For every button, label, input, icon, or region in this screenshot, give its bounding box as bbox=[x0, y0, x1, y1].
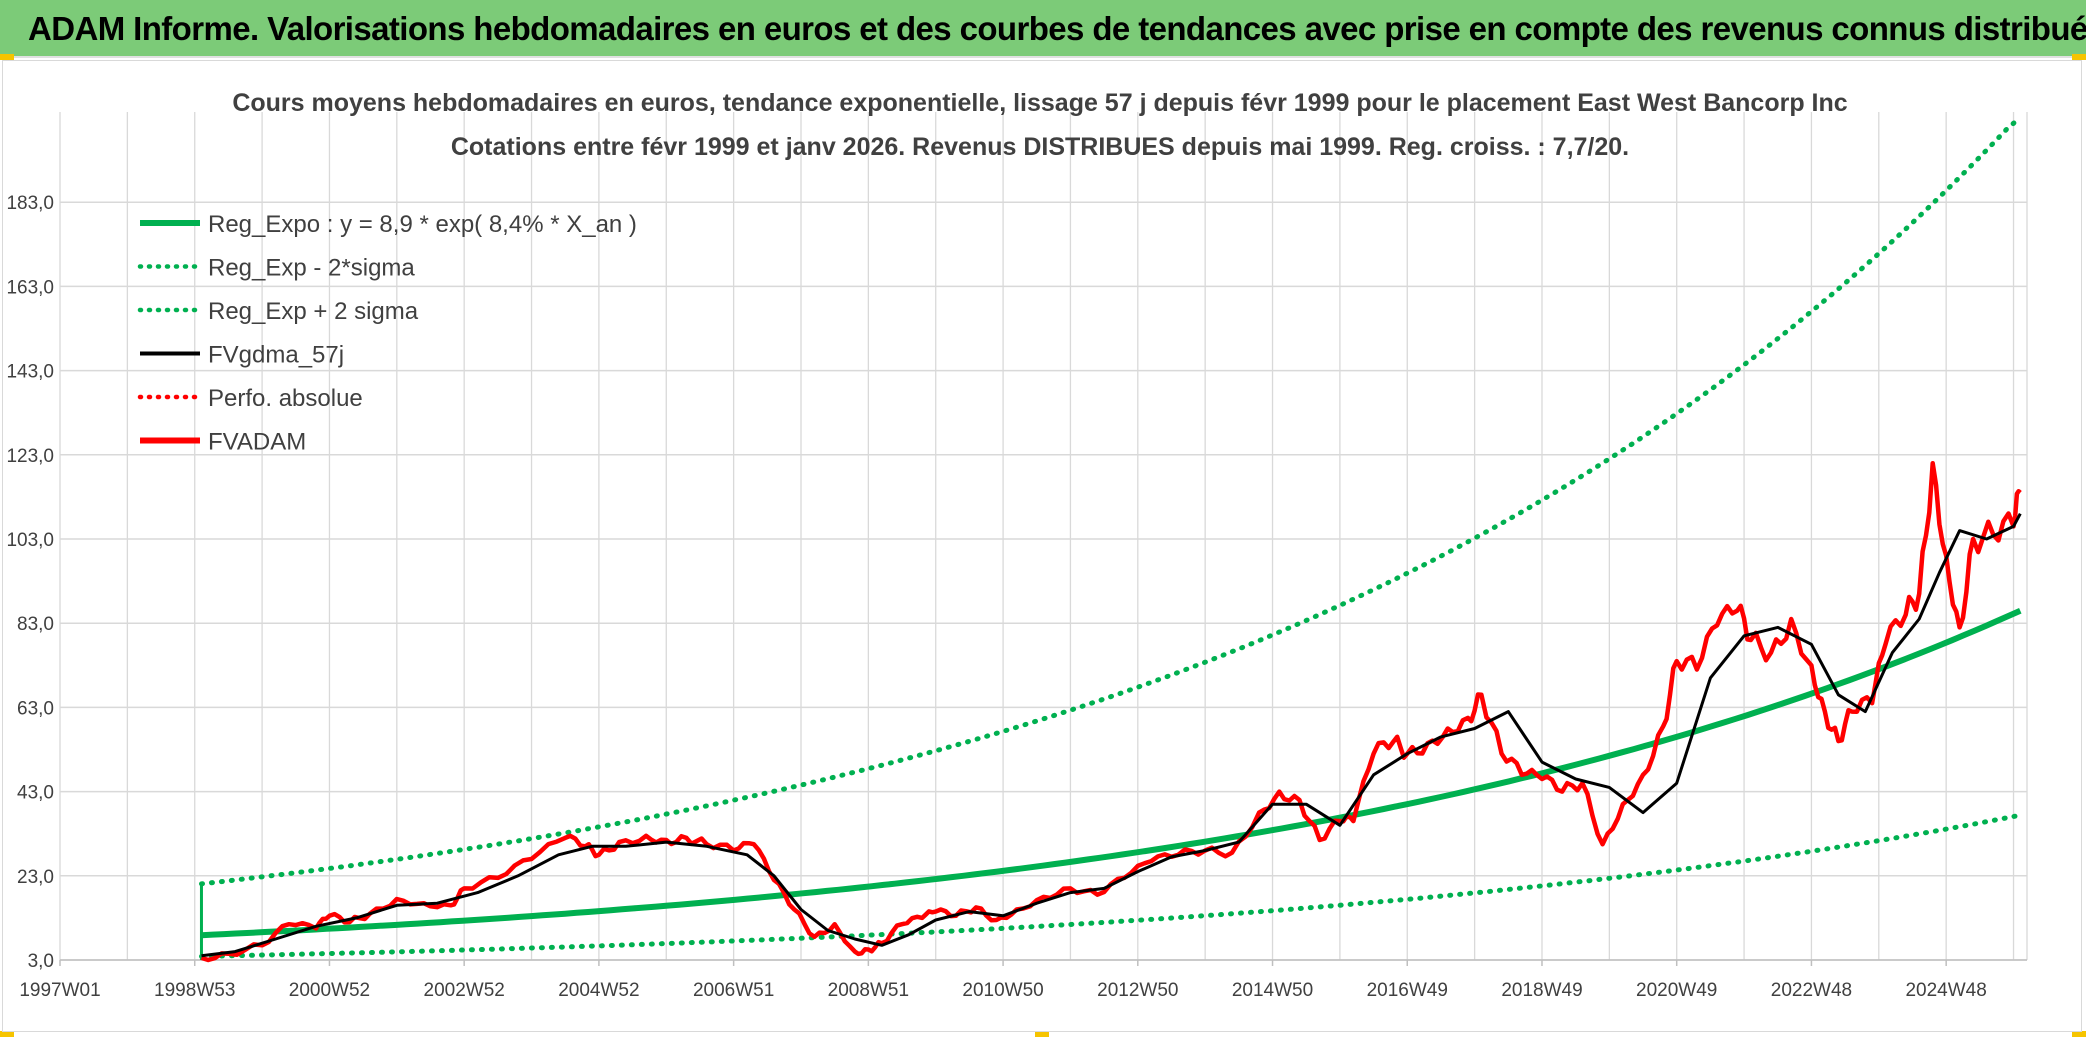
series-reg-exp-plus-2sigma bbox=[199, 115, 2023, 887]
corner-mark-bottom-left bbox=[0, 1031, 14, 1037]
corner-mark-bottom-right bbox=[2072, 1031, 2086, 1037]
axis-layer: 3,0 23,0 43,0 63,0 83,0 103,0 123,0 143,0 163,0 1… bbox=[6, 193, 2027, 1001]
y-tick-label: 123,0 bbox=[6, 446, 54, 467]
legend-label: FVgdma_57j bbox=[208, 342, 344, 369]
chart-frame bbox=[2, 60, 2082, 1032]
series-reg-expo bbox=[201, 607, 2022, 939]
corner-mark-top-left bbox=[0, 54, 14, 60]
grid-layer bbox=[59, 112, 2028, 961]
y-tick-label: 23,0 bbox=[17, 867, 54, 888]
x-tick-label: 2010W50 bbox=[962, 980, 1043, 1001]
series-reg-exp-minus-2sigma bbox=[199, 812, 2023, 959]
y-tick-label: 103,0 bbox=[6, 530, 54, 551]
x-tick-label: 2018W49 bbox=[1501, 980, 1582, 1001]
y-tick-label: 3,0 bbox=[28, 951, 54, 972]
y-tick-label: 43,0 bbox=[17, 783, 54, 804]
x-tick-label: 2016W49 bbox=[1367, 980, 1448, 1001]
x-tick-label: 2012W50 bbox=[1097, 980, 1178, 1001]
x-tick-label: 2000W52 bbox=[289, 980, 370, 1001]
chart-title: Cours moyens hebdomadaires en euros, ten… bbox=[232, 89, 1847, 117]
report-title: ADAM Informe. Valorisations hebdomadaire… bbox=[28, 10, 2086, 47]
series-fvadam bbox=[200, 460, 2022, 963]
x-tick-label: 2020W49 bbox=[1636, 980, 1717, 1001]
legend-label: Reg_Exp + 2 sigma bbox=[208, 298, 419, 325]
series-layer bbox=[199, 115, 2023, 963]
legend: Reg_Expo : y = 8,9 * exp( 8,4% * X_an ) R… bbox=[137, 211, 637, 456]
y-tick-label: 63,0 bbox=[17, 698, 54, 719]
x-tick-label: 2004W52 bbox=[558, 980, 639, 1001]
y-tick-label: 163,0 bbox=[6, 277, 54, 298]
y-tick-label: 143,0 bbox=[6, 362, 54, 383]
legend-label: Perfo. absolue bbox=[208, 385, 363, 412]
series-fvgdma-57j bbox=[201, 512, 2022, 958]
chart-subtitle: Cotations entre févr 1999 et janv 2026. … bbox=[451, 133, 1629, 161]
x-tick-label: 2022W48 bbox=[1771, 980, 1852, 1001]
x-tick-label: 2024W48 bbox=[1905, 980, 1986, 1001]
y-tick-label: 83,0 bbox=[17, 614, 54, 635]
x-tick-label: 2006W51 bbox=[693, 980, 774, 1001]
x-tick-label: 2014W50 bbox=[1232, 980, 1313, 1001]
legend-label: FVADAM bbox=[208, 429, 306, 456]
x-tick-label: 1997W01 bbox=[19, 980, 100, 1001]
y-tick-label: 183,0 bbox=[6, 193, 54, 214]
corner-mark-bottom-center bbox=[1035, 1031, 1049, 1037]
legend-label: Reg_Exp - 2*sigma bbox=[208, 255, 415, 282]
report-banner: ADAM Informe. Valorisations hebdomadaire… bbox=[0, 0, 2086, 58]
corner-mark-top-right bbox=[2072, 54, 2086, 60]
x-tick-label: 2008W51 bbox=[828, 980, 909, 1001]
x-tick-label: 2002W52 bbox=[424, 980, 505, 1001]
legend-label: Reg_Expo : y = 8,9 * exp( 8,4% * X_an ) bbox=[208, 211, 637, 238]
x-tick-label: 1998W53 bbox=[154, 980, 235, 1001]
